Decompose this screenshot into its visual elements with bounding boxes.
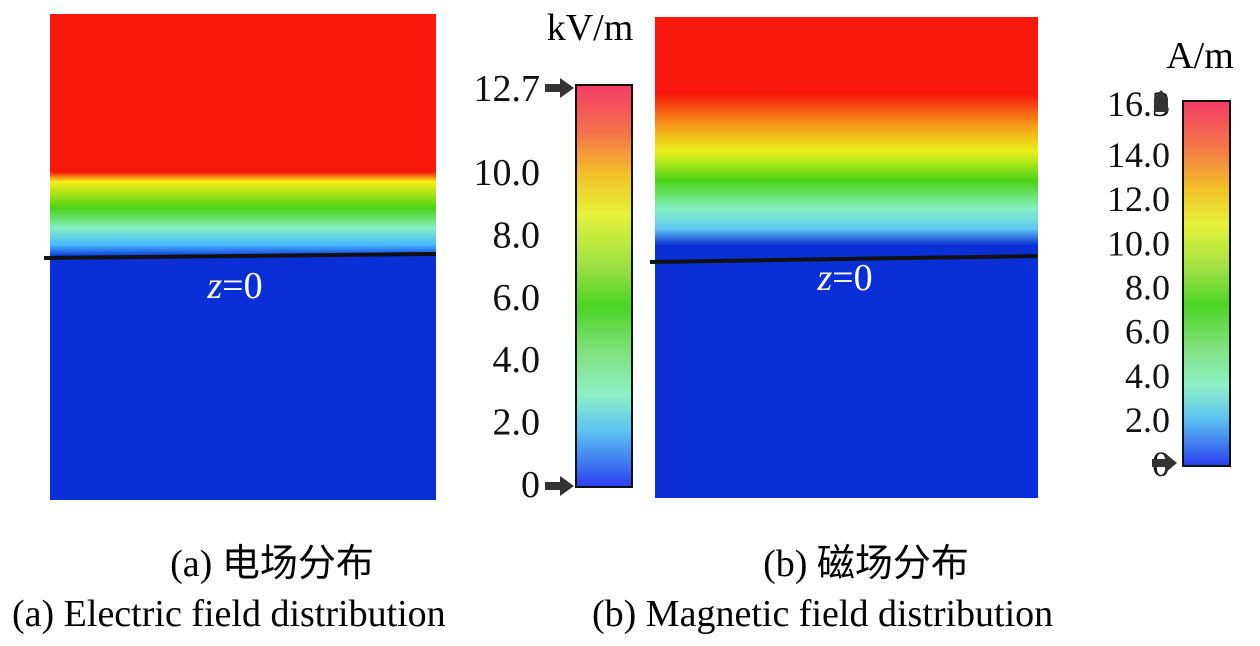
unit-label-b: A/m	[1166, 35, 1234, 77]
boundary-line-b	[649, 254, 1039, 264]
z-zero-label-a: z=0	[206, 265, 262, 307]
colorbar-a-ticks: 12.7 10.0 8.0 6.0 4.0 2.0 0	[474, 68, 541, 506]
min-marker-icon-a	[545, 476, 574, 496]
caption-en-a: (a) Electric field distribution	[12, 593, 446, 635]
colorbar-tick-label: 6.0	[1125, 312, 1170, 352]
colorbar-tick-label: 0	[521, 464, 540, 506]
z-zero-label-b: z=0	[816, 257, 872, 299]
colorbar-tick-label: 6.0	[493, 277, 541, 319]
colorbar-tick-label: 10.0	[474, 152, 541, 194]
colorbar-a	[575, 84, 633, 488]
colorbar-tick-label: 10.0	[1107, 223, 1170, 263]
panel-b: z=0 A/m 16.314.012.010.08.06.04.02.00 (b…	[592, 17, 1234, 635]
caption-cn-b: (b) 磁场分布	[763, 543, 969, 585]
caption-cn-a: (a) 电场分布	[170, 543, 374, 585]
min-marker-icon-b	[1152, 453, 1177, 473]
boundary-line-a	[43, 252, 437, 260]
colorbar-tick-label: 4.0	[1125, 356, 1170, 396]
colorbar-tick-label: 14.0	[1107, 135, 1170, 175]
max-marker-icon-a	[545, 78, 574, 98]
colorbar-tick-label: 8.0	[1125, 268, 1170, 308]
colorbar-b	[1182, 100, 1231, 467]
colorbar-tick-label: 8.0	[493, 214, 541, 256]
panel-a: z=0 kV/m 12.710.08.06.04.02.00 (a) 电场分布 …	[12, 7, 633, 635]
colorbar-tick-label: 2.0	[493, 402, 541, 444]
colorbar-tick-label: 4.0	[493, 339, 541, 381]
unit-label-a: kV/m	[547, 7, 634, 49]
colorbar-tick-label: 12.0	[1107, 179, 1170, 219]
colorbar-tick-label: 2.0	[1125, 400, 1170, 440]
caption-en-b: (b) Magnetic field distribution	[592, 593, 1053, 635]
colorbar-b-ticks: 16.314.012.010.08.06.04.02.00	[1107, 84, 1170, 484]
colorbar-tick-label: 12.7	[474, 68, 541, 110]
max-marker-icon-b	[1153, 90, 1168, 112]
